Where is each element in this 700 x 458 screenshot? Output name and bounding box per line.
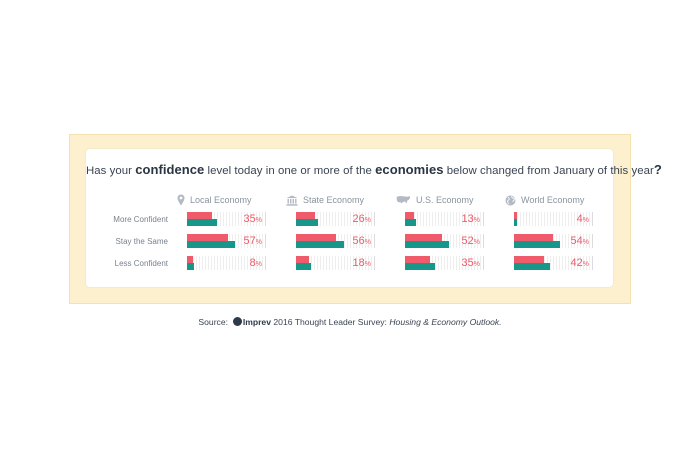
bar-red <box>514 256 545 263</box>
value-number: 26 <box>352 213 365 225</box>
value-number: 54 <box>570 235 583 247</box>
value-number: 13 <box>461 213 474 225</box>
bar-red <box>296 212 315 219</box>
source-text: 2016 Thought Leader Survey: <box>271 317 390 327</box>
chart-question: Has your confidence level today in one o… <box>86 162 662 177</box>
value-label: 13% <box>433 213 480 227</box>
source-brand: Imprev <box>242 317 271 327</box>
capitol-icon <box>286 195 303 206</box>
bar-teal <box>187 219 217 226</box>
bar-teal <box>187 241 236 248</box>
bar-teal <box>405 263 435 270</box>
value-label: 4% <box>542 213 589 227</box>
row-label-2: Less Confident <box>114 259 168 268</box>
value-number: 57 <box>243 235 256 247</box>
bar-red <box>296 256 309 263</box>
bar-teal <box>514 263 550 270</box>
value-label: 42% <box>542 257 589 271</box>
percent-sign: % <box>582 239 589 246</box>
percent-sign: % <box>473 261 480 268</box>
value-number: 8 <box>249 257 256 269</box>
value-number: 18 <box>352 257 365 269</box>
pin-icon <box>177 194 190 206</box>
globe-icon <box>505 195 521 206</box>
keyword-economies: economies <box>375 162 444 177</box>
percent-sign: % <box>582 217 589 224</box>
source-line: Source: Imprev 2016 Thought Leader Surve… <box>0 317 700 327</box>
column-header-label: World Economy <box>521 195 585 205</box>
source-label: Source: <box>198 317 229 327</box>
bar-teal <box>296 263 312 270</box>
value-label: 8% <box>215 257 262 271</box>
percent-sign: % <box>255 261 262 268</box>
bar-teal <box>296 241 344 248</box>
bar-red <box>514 212 517 219</box>
bar-red <box>405 256 431 263</box>
value-label: 35% <box>433 257 480 271</box>
column-header-label: U.S. Economy <box>416 195 474 205</box>
column-header-2: U.S. Economy <box>396 193 474 207</box>
bar-red <box>187 212 213 219</box>
value-number: 35 <box>461 257 474 269</box>
bar-red <box>296 234 337 241</box>
percent-sign: % <box>364 239 371 246</box>
bar-track <box>296 256 375 270</box>
percent-sign: % <box>582 261 589 268</box>
value-label: 26% <box>324 213 371 227</box>
bar-red <box>187 256 193 263</box>
bar-teal <box>405 219 417 226</box>
bar-red <box>514 234 553 241</box>
percent-sign: % <box>364 261 371 268</box>
value-label: 56% <box>324 235 371 249</box>
percent-sign: % <box>364 217 371 224</box>
row-label-1: Stay the Same <box>115 237 168 246</box>
percent-sign: % <box>255 217 262 224</box>
bar-teal <box>405 241 450 248</box>
value-number: 52 <box>461 235 474 247</box>
value-number: 42 <box>570 257 583 269</box>
column-header-1: State Economy <box>286 193 364 207</box>
percent-sign: % <box>473 239 480 246</box>
value-label: 35% <box>215 213 262 227</box>
value-number: 4 <box>576 213 583 225</box>
usa-map-icon <box>396 195 416 205</box>
bar-teal <box>296 219 319 226</box>
bar-track <box>187 256 266 270</box>
column-header-label: State Economy <box>303 195 365 205</box>
bar-teal <box>514 241 560 248</box>
column-header-0: Local Economy <box>177 193 252 207</box>
column-header-3: World Economy <box>505 193 584 207</box>
bar-teal <box>514 219 518 226</box>
bar-red <box>405 234 443 241</box>
bar-red <box>405 212 415 219</box>
keyword-confidence: confidence <box>135 162 205 177</box>
value-number: 35 <box>243 213 256 225</box>
value-number: 56 <box>352 235 365 247</box>
value-label: 54% <box>542 235 589 249</box>
row-label-0: More Confident <box>113 215 168 224</box>
imprev-logo-icon <box>232 317 242 326</box>
percent-sign: % <box>255 239 262 246</box>
bar-track <box>514 212 593 226</box>
bar-track <box>405 212 484 226</box>
column-header-label: Local Economy <box>190 195 252 205</box>
source-title: Housing & Economy Outlook. <box>389 317 502 327</box>
value-label: 52% <box>433 235 480 249</box>
value-label: 18% <box>324 257 371 271</box>
bar-teal <box>187 263 194 270</box>
value-label: 57% <box>215 235 262 249</box>
bar-red <box>187 234 229 241</box>
percent-sign: % <box>473 217 480 224</box>
